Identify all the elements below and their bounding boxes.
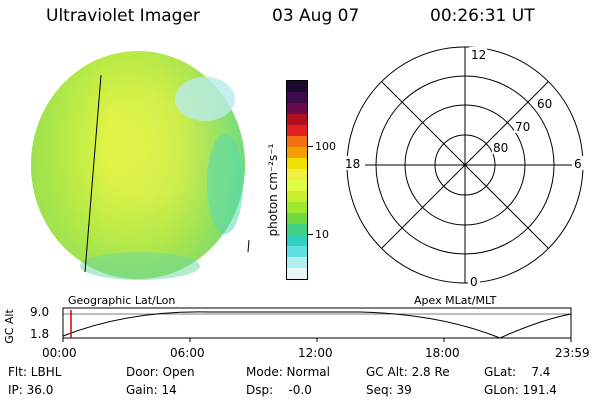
colorbar-segment (287, 224, 307, 235)
mlt-12-label: 12 (471, 48, 486, 62)
x-tick-1: 06:00 (170, 346, 205, 360)
glat-info: GLat: 7.4 (484, 365, 551, 379)
colorbar-segment (287, 257, 307, 268)
x-tick-0: 00:00 (42, 346, 77, 360)
colorbar-segment (287, 92, 307, 103)
altitude-timeline (62, 307, 572, 342)
colorbar-segment (287, 213, 307, 224)
x-tick-4: 23:59 (555, 346, 590, 360)
colorbar-tick-100: 100 (315, 140, 336, 153)
colorbar-segment (287, 235, 307, 246)
mlat-70-label: 70 (515, 120, 530, 134)
colorbar-segment (287, 169, 307, 180)
gcalt-info: GC Alt: 2.8 Re (366, 365, 450, 379)
colorbar-segment (287, 147, 307, 158)
mlat-80-label: 80 (493, 141, 508, 155)
altitude-curve (62, 311, 572, 339)
mlat-60-label: 60 (537, 97, 552, 111)
colorbar-segment (287, 81, 307, 92)
mlt-0-label: 0 (470, 275, 478, 289)
colorbar-segment (287, 136, 307, 147)
seq-info: Seq: 39 (366, 383, 412, 397)
mlt-6-label: 6 (574, 157, 582, 171)
timeline-left-title: Geographic Lat/Lon (68, 294, 176, 307)
ip-info: IP: 36.0 (8, 383, 54, 397)
terminator-line (84, 74, 102, 273)
door-info: Door: Open (126, 365, 195, 379)
x-tick-3: 18:00 (425, 346, 460, 360)
colorbar-segment (287, 103, 307, 114)
colorbar-segment (287, 158, 307, 169)
colorbar-segment (287, 114, 307, 125)
colorbar-tick-10: 10 (315, 228, 329, 241)
filter-info: Flt: LBHL (8, 365, 62, 379)
date-label: 03 Aug 07 (272, 6, 360, 26)
gain-info: Gain: 14 (126, 383, 177, 397)
colorbar-segment (287, 125, 307, 136)
x-tick-2: 12:00 (298, 346, 333, 360)
colorbar-segment (287, 180, 307, 191)
timeline-y-top: 9.0 (30, 305, 50, 319)
mlt-18-label: 18 (345, 157, 360, 171)
time-label: 00:26:31 UT (430, 6, 535, 26)
timeline-right-title: Apex MLat/MLT (414, 294, 497, 307)
uv-image-disk (31, 51, 250, 280)
colorbar-segment (287, 268, 307, 279)
instrument-title: Ultraviolet Imager (46, 6, 200, 26)
glon-info: GLon: 191.4 (484, 383, 557, 397)
colorbar (286, 80, 308, 280)
colorbar-segment (287, 202, 307, 213)
mode-info: Mode: Normal (246, 365, 330, 379)
dsp-info: Dsp: -0.0 (246, 383, 312, 397)
timeline-y-bottom: 1.8 (30, 327, 50, 341)
timeline-axis-title: GC Alt (2, 309, 16, 344)
polar-grid: 12 18 6 0 60 70 80 (343, 46, 586, 289)
colorbar-units-label: photon cm⁻²s⁻¹ (266, 143, 280, 237)
colorbar-segment (287, 191, 307, 202)
colorbar-segment (287, 246, 307, 257)
